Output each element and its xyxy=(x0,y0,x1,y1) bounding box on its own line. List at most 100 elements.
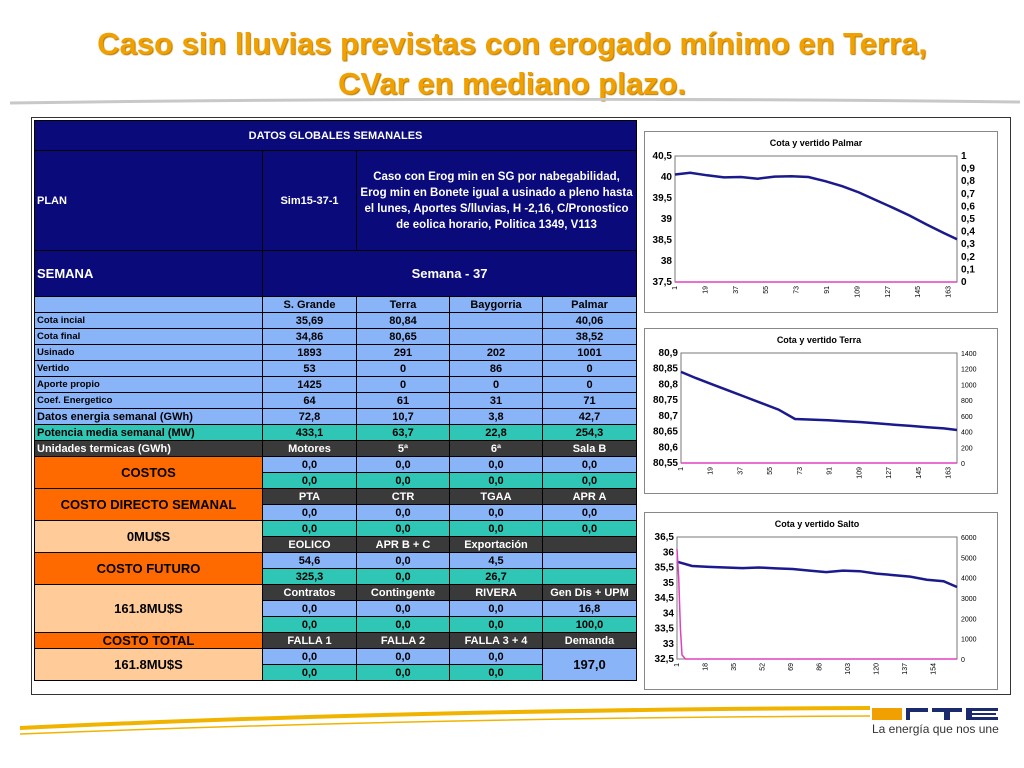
cell: 0,0 xyxy=(449,504,543,521)
y2-tick-label: 1200 xyxy=(961,367,977,374)
cell: 0,0 xyxy=(356,600,450,617)
y2-tick-label: 0 xyxy=(961,277,967,288)
y2-tick-label: 0,8 xyxy=(961,176,975,187)
column-header xyxy=(541,536,638,553)
title-line-2: CVar en mediano plazo. xyxy=(338,66,686,101)
chart-palmar: Cota y vertido Palmar 40,5 40 39,5 39 38,5 38 3… xyxy=(644,131,998,313)
y2-tick-label: 800 xyxy=(961,398,973,405)
row-label: Cota incial xyxy=(34,312,263,329)
y2-tick-label: 0,9 xyxy=(961,164,975,175)
cell: 254,3 xyxy=(541,424,638,441)
y-tick-label: 37,5 xyxy=(653,277,673,288)
y2-tick-label: 4000 xyxy=(961,576,977,583)
column-header: Contratos xyxy=(262,584,357,601)
cell: 325,3 xyxy=(262,568,357,585)
x-tick-label: 18 xyxy=(703,663,710,671)
cell: 26,7 xyxy=(449,568,543,585)
cell: 71 xyxy=(541,392,638,409)
cell: Motores xyxy=(262,440,357,457)
cell: 0,0 xyxy=(262,664,357,681)
x-tick-label: 35 xyxy=(731,663,738,671)
y2-tick-label: 200 xyxy=(961,445,973,452)
cell xyxy=(541,552,638,569)
x-tick-label: 163 xyxy=(946,467,953,479)
y2-tick-label: 0,4 xyxy=(961,227,975,238)
y2-tick-label: 1 xyxy=(961,151,967,162)
costo-total-label: COSTO TOTAL xyxy=(34,632,263,649)
column-header: Gen Dis + UPM xyxy=(541,584,638,601)
semana-value: Semana - 37 xyxy=(261,250,638,297)
cota-series-line xyxy=(676,560,958,589)
x-tick-label: 19 xyxy=(702,286,709,294)
cell: 0,0 xyxy=(262,456,357,473)
cell: 40,06 xyxy=(541,312,638,329)
logo-tagline: La energía que nos une xyxy=(872,722,999,736)
x-tick-label: 86 xyxy=(817,663,824,671)
row-label: Unidades termicas (GWh) xyxy=(34,440,263,457)
table-row: Vertido 53 0 86 0 xyxy=(34,360,638,377)
cell: 0 xyxy=(356,376,450,393)
cell: 0,0 xyxy=(262,472,357,489)
cota-series-line xyxy=(674,171,958,241)
x-tick-label: 1 xyxy=(674,663,681,667)
cell: 42,7 xyxy=(541,408,638,425)
column-header: CTR xyxy=(356,488,450,505)
y2-tick-label: 0,6 xyxy=(961,201,975,212)
y2-tick-label: 0,5 xyxy=(961,214,975,225)
cell: 0,0 xyxy=(262,648,357,665)
chart-title: Cota y vertido Terra xyxy=(777,335,862,345)
table-row: Potencia media semanal (MW) 433,1 63,7 2… xyxy=(34,424,638,441)
x-tick-label: 103 xyxy=(845,663,852,675)
cell: 0,0 xyxy=(356,456,450,473)
x-tick-label: 1 xyxy=(678,467,685,471)
plot-area xyxy=(680,352,958,464)
cell: 1425 xyxy=(262,376,357,393)
x-tick-label: 109 xyxy=(856,467,863,479)
cell: 0,0 xyxy=(541,456,638,473)
cell: 0,0 xyxy=(356,616,450,633)
demanda-value: 197,0 xyxy=(541,648,638,681)
costos-label: COSTOS xyxy=(34,456,263,489)
x-tick-label: 37 xyxy=(733,286,740,294)
cell: 0,0 xyxy=(356,520,450,537)
cell: 0,0 xyxy=(262,504,357,521)
y-tick-label: 33 xyxy=(663,639,675,650)
y-tick-label: 80,9 xyxy=(659,348,679,359)
table-row: Aporte propio 1425 0 0 0 xyxy=(34,376,638,393)
cell: 35,69 xyxy=(262,312,357,329)
y2-tick-label: 0,1 xyxy=(961,264,975,275)
y2-tick-label: 0 xyxy=(961,461,965,468)
column-header: S. Grande xyxy=(262,296,357,313)
column-header: APR B + C xyxy=(356,536,450,553)
costo-total-value: 161.8MU$S xyxy=(34,648,263,681)
cell: 0,0 xyxy=(356,648,450,665)
row-label: Usinado xyxy=(34,344,263,361)
slide-title: Caso sin lluvias previstas con erogado m… xyxy=(0,24,1024,104)
cell: 80,84 xyxy=(356,312,450,329)
chart-terra: Cota y vertido Terra 80,9 80,85 80,8 80,75 80… xyxy=(644,328,998,494)
y-tick-label: 80,55 xyxy=(653,458,678,469)
cell: 0,0 xyxy=(449,520,543,537)
y2-tick-label: 2000 xyxy=(961,616,977,623)
cell: 0 xyxy=(541,376,638,393)
cell: 31 xyxy=(449,392,543,409)
cell: 0,0 xyxy=(356,664,450,681)
cell: 0,0 xyxy=(449,648,543,665)
cell xyxy=(449,312,543,329)
column-header: RIVERA xyxy=(449,584,543,601)
costo-directo-value: 0MU$S xyxy=(34,520,263,553)
x-tick-label: 127 xyxy=(886,467,893,479)
y-tick-label: 36,5 xyxy=(655,532,675,543)
plot-area xyxy=(676,536,958,660)
plot-area xyxy=(674,155,958,283)
x-tick-label: 154 xyxy=(931,663,938,675)
cota-series-line xyxy=(680,370,958,432)
y2-tick-label: 0 xyxy=(961,657,965,664)
row-label: Datos energia semanal (GWh) xyxy=(34,408,263,425)
cell: 80,65 xyxy=(356,328,450,345)
y-tick-label: 80,8 xyxy=(659,379,679,390)
y2-tick-label: 0,3 xyxy=(961,239,975,250)
y-tick-label: 38 xyxy=(661,256,673,267)
x-tick-label: 145 xyxy=(916,467,923,479)
x-tick-label: 91 xyxy=(824,286,831,294)
